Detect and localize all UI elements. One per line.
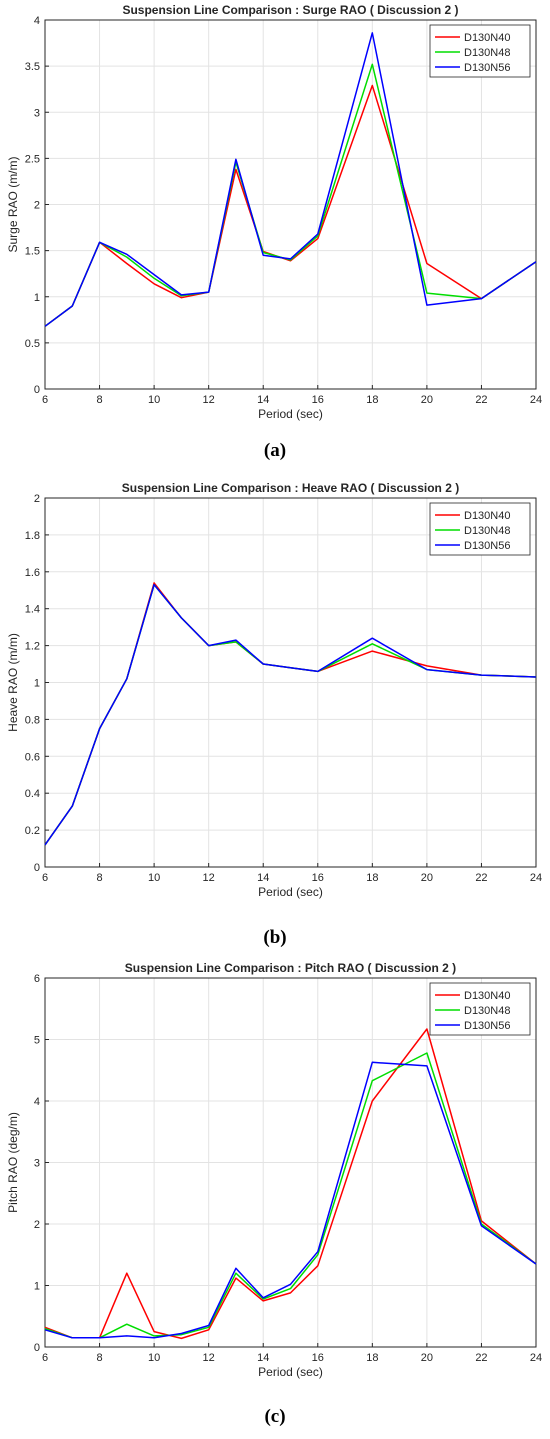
y-tick-label: 2 bbox=[34, 200, 40, 212]
y-tick-label: 0 bbox=[34, 862, 40, 874]
x-tick-label: 8 bbox=[96, 394, 102, 406]
y-tick-label: 3.5 bbox=[25, 61, 40, 73]
y-tick-label: 4 bbox=[34, 15, 40, 27]
series-line-d130n40 bbox=[44, 1028, 537, 1340]
y-tick-label: 2.5 bbox=[25, 153, 40, 165]
legend-label: D130N40 bbox=[464, 990, 510, 1002]
legend-label: D130N48 bbox=[464, 1005, 510, 1017]
caption-c: (c) bbox=[264, 1406, 286, 1427]
x-tick-label: 10 bbox=[148, 394, 160, 406]
y-tick-label: 1.5 bbox=[25, 246, 40, 258]
x-tick-label: 24 bbox=[530, 394, 542, 406]
x-tick-label: 6 bbox=[42, 872, 48, 884]
x-tick-label: 24 bbox=[530, 872, 542, 884]
y-tick-label: 4 bbox=[34, 1096, 40, 1108]
y-tick-label: 1 bbox=[34, 1281, 40, 1293]
caption-b: (b) bbox=[263, 927, 287, 948]
x-tick-label: 6 bbox=[42, 1352, 48, 1364]
x-tick-label: 20 bbox=[421, 1352, 433, 1364]
x-tick-label: 12 bbox=[203, 1352, 215, 1364]
x-tick-label: 24 bbox=[530, 1352, 542, 1364]
y-tick-label: 1.4 bbox=[25, 604, 40, 616]
y-tick-label: 0.5 bbox=[25, 338, 40, 350]
x-tick-label: 16 bbox=[312, 1352, 324, 1364]
y-tick-label: 1.2 bbox=[25, 641, 40, 653]
y-tick-label: 1 bbox=[34, 678, 40, 690]
series-line-d130n56 bbox=[44, 1061, 537, 1339]
x-tick-label: 16 bbox=[312, 394, 324, 406]
x-tick-label: 8 bbox=[96, 872, 102, 884]
legend-label: D130N48 bbox=[464, 525, 510, 537]
x-tick-label: 14 bbox=[257, 1352, 269, 1364]
x-tick-label: 10 bbox=[148, 872, 160, 884]
caption-a: (a) bbox=[263, 440, 287, 461]
x-axis-label: Period (sec) bbox=[258, 885, 323, 899]
y-tick-label: 0.6 bbox=[25, 751, 40, 763]
y-axis-label: Heave RAO (m/m) bbox=[6, 633, 20, 732]
y-tick-label: 1.6 bbox=[25, 567, 40, 579]
axes-box bbox=[44, 497, 537, 868]
x-tick-label: 18 bbox=[366, 1352, 378, 1364]
x-tick-label: 16 bbox=[312, 872, 324, 884]
x-axis-label: Period (sec) bbox=[258, 407, 323, 421]
x-tick-label: 12 bbox=[203, 872, 215, 884]
x-tick-label: 22 bbox=[475, 394, 487, 406]
chart-svg-a: Suspension Line Comparison : Surge RAO (… bbox=[6, 3, 542, 421]
x-tick-label: 14 bbox=[257, 872, 269, 884]
legend-box bbox=[429, 982, 531, 1036]
legend-label: D130N40 bbox=[464, 510, 510, 522]
y-axis-label: Pitch RAO (deg/m) bbox=[6, 1112, 20, 1213]
legend-box bbox=[429, 24, 531, 78]
series-line-d130n48 bbox=[44, 1052, 537, 1339]
legend-label: D130N56 bbox=[464, 62, 510, 74]
y-tick-label: 3 bbox=[34, 107, 40, 119]
chart-panel-b: Suspension Line Comparison : Heave RAO (… bbox=[0, 478, 550, 910]
y-axis-label: Surge RAO (m/m) bbox=[6, 156, 20, 252]
axes-box bbox=[44, 977, 537, 1348]
y-tick-label: 2 bbox=[34, 1219, 40, 1231]
y-tick-label: 1.8 bbox=[25, 530, 40, 542]
legend-box bbox=[429, 502, 531, 556]
legend-label: D130N56 bbox=[464, 540, 510, 552]
y-tick-label: 0.2 bbox=[25, 825, 40, 837]
chart-svg-c: Suspension Line Comparison : Pitch RAO (… bbox=[6, 961, 542, 1379]
x-tick-label: 22 bbox=[475, 1352, 487, 1364]
chart-svg-b: Suspension Line Comparison : Heave RAO (… bbox=[6, 481, 542, 899]
x-tick-label: 20 bbox=[421, 394, 433, 406]
y-tick-label: 0.8 bbox=[25, 714, 40, 726]
series-line-d130n56 bbox=[44, 32, 537, 327]
y-tick-label: 5 bbox=[34, 1035, 40, 1047]
series-line-d130n56 bbox=[44, 583, 537, 846]
y-tick-label: 3 bbox=[34, 1158, 40, 1170]
chart-title: Suspension Line Comparison : Surge RAO (… bbox=[122, 3, 458, 17]
legend-label: D130N56 bbox=[464, 1020, 510, 1032]
chart-title: Suspension Line Comparison : Pitch RAO (… bbox=[125, 961, 456, 975]
y-tick-label: 0.4 bbox=[25, 788, 40, 800]
x-tick-label: 22 bbox=[475, 872, 487, 884]
axes-box bbox=[44, 19, 537, 390]
y-tick-label: 2 bbox=[34, 493, 40, 505]
chart-panel-a: Suspension Line Comparison : Surge RAO (… bbox=[0, 0, 550, 432]
legend-label: D130N40 bbox=[464, 32, 510, 44]
x-tick-label: 14 bbox=[257, 394, 269, 406]
x-tick-label: 8 bbox=[96, 1352, 102, 1364]
y-tick-label: 1 bbox=[34, 292, 40, 304]
series-line-d130n40 bbox=[44, 84, 537, 327]
legend-label: D130N48 bbox=[464, 47, 510, 59]
chart-panel-c: Suspension Line Comparison : Pitch RAO (… bbox=[0, 958, 550, 1390]
y-tick-label: 0 bbox=[34, 384, 40, 396]
y-tick-label: 6 bbox=[34, 973, 40, 985]
x-tick-label: 12 bbox=[203, 394, 215, 406]
x-tick-label: 18 bbox=[366, 872, 378, 884]
x-tick-label: 18 bbox=[366, 394, 378, 406]
x-tick-label: 10 bbox=[148, 1352, 160, 1364]
y-tick-label: 0 bbox=[34, 1342, 40, 1354]
x-tick-label: 20 bbox=[421, 872, 433, 884]
x-tick-label: 6 bbox=[42, 394, 48, 406]
x-axis-label: Period (sec) bbox=[258, 1365, 323, 1379]
chart-title: Suspension Line Comparison : Heave RAO (… bbox=[122, 481, 459, 495]
